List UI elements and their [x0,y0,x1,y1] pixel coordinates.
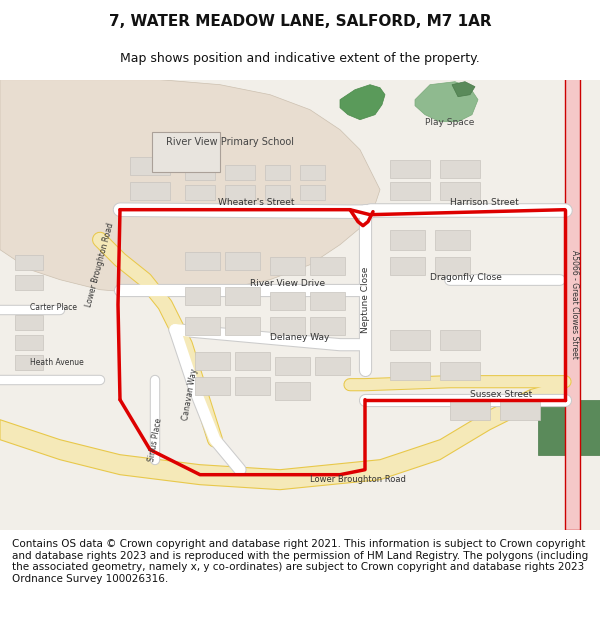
Polygon shape [452,82,475,97]
Bar [185,185,215,200]
Bar [15,355,43,369]
Bar [300,164,325,180]
Text: Canavan Way: Canavan Way [181,368,199,421]
Polygon shape [340,84,385,120]
Bar [195,377,230,395]
Text: Neptune Close: Neptune Close [361,266,370,333]
Bar [185,287,220,304]
Bar [270,317,305,335]
Text: River View Primary School: River View Primary School [166,137,294,147]
Bar [390,330,430,350]
Text: Lower Broughton Road: Lower Broughton Road [85,221,116,308]
Bar [225,252,260,270]
Polygon shape [565,29,580,530]
Bar [225,317,260,335]
Text: Sussex Street: Sussex Street [470,390,532,399]
Bar [390,257,425,275]
Bar [15,255,43,270]
Bar [270,257,305,275]
Bar [185,317,220,335]
Bar [130,182,170,200]
Text: Carter Place: Carter Place [30,302,77,312]
Bar [390,182,430,200]
Bar [265,185,290,200]
Bar [435,257,470,275]
Bar [195,352,230,369]
Bar [265,164,290,180]
Bar [235,352,270,369]
Bar [440,182,480,200]
Polygon shape [415,82,478,122]
Polygon shape [538,400,600,455]
Bar [390,229,425,249]
Bar [440,159,480,177]
Text: Heath Avenue: Heath Avenue [30,357,84,367]
Bar [310,292,345,309]
Bar [15,275,43,290]
Bar [15,335,43,350]
Text: Dragonfly Close: Dragonfly Close [430,272,502,282]
Bar [235,377,270,395]
Text: Sirius Place: Sirius Place [147,417,163,462]
Polygon shape [0,79,380,294]
Bar [185,164,215,180]
Bar [435,229,470,249]
Bar [270,292,305,309]
Bar [310,317,345,335]
Bar [275,357,310,374]
Text: Contains OS data © Crown copyright and database right 2021. This information is : Contains OS data © Crown copyright and d… [12,539,588,584]
Bar [450,400,490,420]
Bar [440,330,480,350]
Bar [310,257,345,275]
Bar [15,315,43,330]
Bar [500,400,540,420]
Bar [225,185,255,200]
Bar [300,185,325,200]
Bar [152,132,220,172]
Text: Delaney Way: Delaney Way [270,332,329,342]
Text: Wheater's Street: Wheater's Street [218,198,295,207]
Text: Play Space: Play Space [425,118,475,127]
Text: Lower Broughton Road: Lower Broughton Road [310,475,406,484]
Bar [390,159,430,177]
Bar [390,362,430,379]
Text: A5066 - Great Clowes Street: A5066 - Great Clowes Street [571,250,580,359]
Text: Map shows position and indicative extent of the property.: Map shows position and indicative extent… [120,52,480,65]
Text: Harrison Street: Harrison Street [450,198,519,207]
Bar [440,362,480,379]
Bar [225,287,260,304]
Bar [225,164,255,180]
Bar [275,382,310,400]
Bar [185,252,220,270]
Text: River View Drive: River View Drive [250,279,325,288]
Polygon shape [0,379,565,490]
Text: 7, WATER MEADOW LANE, SALFORD, M7 1AR: 7, WATER MEADOW LANE, SALFORD, M7 1AR [109,14,491,29]
Bar [315,357,350,374]
Bar [130,157,170,174]
